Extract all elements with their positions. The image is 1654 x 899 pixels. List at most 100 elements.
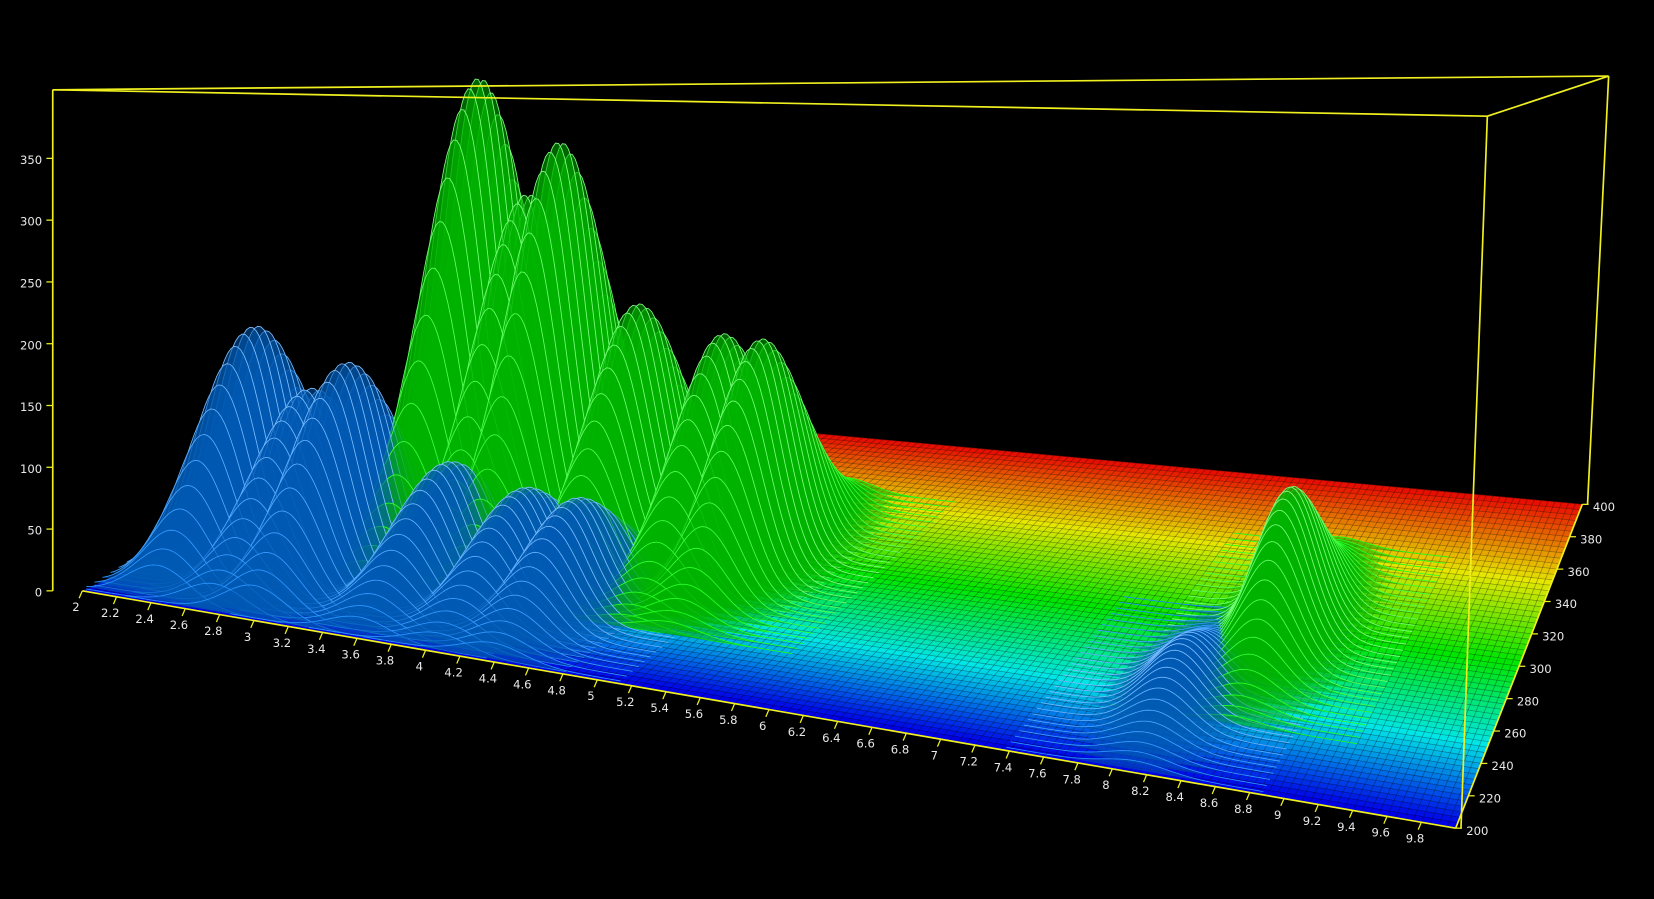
y-tick-label: 300 <box>20 215 42 229</box>
box-edge <box>1460 116 1489 829</box>
y-tick-label: 150 <box>20 400 42 414</box>
z-tick-label: 360 <box>1568 565 1590 579</box>
x-tick-label: 7.4 <box>994 760 1012 774</box>
z-tick-label: 260 <box>1504 727 1526 741</box>
x-tick-label: 4.4 <box>479 671 497 685</box>
x-tick <box>936 738 942 747</box>
plane-grid <box>845 459 1096 724</box>
plane-grid <box>983 469 1206 747</box>
plane-grid <box>948 466 1179 741</box>
plane-grid <box>828 457 1083 721</box>
x-tick-label: 8.2 <box>1131 784 1149 798</box>
x-tick <box>593 679 598 688</box>
plane-grid <box>940 466 1172 740</box>
x-tick-label: 3 <box>244 630 251 644</box>
plane-grid <box>1446 503 1576 827</box>
x-tick <box>1142 774 1148 783</box>
x-tick-label: 8.6 <box>1200 796 1218 810</box>
x-tick <box>971 744 976 753</box>
y-tick-label: 50 <box>27 524 42 538</box>
x-tick-label: 7.8 <box>1062 772 1080 786</box>
x-tick <box>1108 768 1113 777</box>
plane-grid <box>1051 474 1261 759</box>
plane-grid <box>1060 475 1268 761</box>
plane-grid <box>1000 470 1220 750</box>
y-tick-label: 200 <box>20 338 42 352</box>
x-tick-label: 4 <box>416 660 423 674</box>
x-tick <box>490 661 495 670</box>
z-tick-label: 340 <box>1555 597 1577 611</box>
plane-grid <box>837 458 1089 722</box>
plane-grid <box>991 469 1213 749</box>
x-tick <box>78 590 83 599</box>
peak-slice <box>1019 730 1274 774</box>
plane-grid <box>768 453 1035 710</box>
plane-grid <box>871 461 1117 728</box>
x-tick-label: 7.6 <box>1028 766 1046 780</box>
x-tick <box>1211 786 1216 795</box>
x-tick-label: 8.8 <box>1234 802 1252 816</box>
surface <box>86 78 1449 793</box>
x-tick <box>284 626 289 635</box>
x-tick <box>1348 810 1354 819</box>
x-tick <box>1039 756 1045 765</box>
x-tick-label: 9.4 <box>1337 820 1355 834</box>
z-tick-label: 380 <box>1580 532 1602 546</box>
x-tick <box>1074 762 1079 771</box>
x-tick <box>1177 780 1182 789</box>
x-tick-label: 4.6 <box>513 677 531 691</box>
x-tick-label: 2.8 <box>204 624 222 638</box>
plane-grid <box>888 462 1131 731</box>
plane-grid <box>820 457 1076 719</box>
x-tick <box>559 673 564 682</box>
x-tick-label: 6.8 <box>891 743 909 757</box>
plane-grid <box>1292 492 1453 801</box>
plane-grid <box>880 461 1124 730</box>
x-tick-label: 2 <box>72 600 79 614</box>
x-tick <box>456 655 461 664</box>
x-tick-label: 5.2 <box>616 695 634 709</box>
x-tick-label: 6.6 <box>856 737 874 751</box>
x-tick <box>353 638 358 646</box>
box-edge <box>52 75 1609 91</box>
box-edge <box>1487 75 1609 117</box>
z-tick-label: 240 <box>1492 759 1514 773</box>
plane-grid <box>1034 473 1247 756</box>
x-tick-label: 5 <box>587 689 594 703</box>
plane-grid <box>811 456 1069 718</box>
x-tick <box>1245 792 1251 801</box>
x-tick <box>318 632 324 641</box>
plane-grid <box>854 459 1103 725</box>
x-tick-label: 9.6 <box>1371 826 1389 840</box>
x-tick-label: 4.8 <box>547 683 565 697</box>
plane-grid <box>863 460 1110 727</box>
y-tick-label: 100 <box>20 462 42 476</box>
plane-grid <box>777 454 1041 712</box>
y-tick-label: 250 <box>20 277 42 291</box>
plane-grid <box>1395 499 1535 818</box>
x-tick-label: 6.2 <box>788 725 806 739</box>
plane-grid <box>1009 471 1227 752</box>
x-tick-label: 6.4 <box>822 731 840 745</box>
x-tick <box>765 709 770 718</box>
plane-grid <box>897 462 1137 733</box>
plane-grid <box>966 468 1192 744</box>
x-tick-label: 2.4 <box>135 612 153 626</box>
x-tick <box>1280 798 1285 807</box>
x-tick <box>215 614 221 623</box>
plane-grid <box>803 455 1062 716</box>
plane-grid <box>1412 501 1549 821</box>
plane-grid <box>785 454 1048 713</box>
z-tick-label: 300 <box>1530 662 1552 676</box>
x-tick <box>902 733 907 741</box>
x-tick-label: 9.2 <box>1303 814 1321 828</box>
plane-grid <box>760 452 1028 709</box>
box-edge <box>52 88 1488 118</box>
x-tick <box>1417 822 1422 830</box>
plane-grid <box>957 467 1185 743</box>
plane-grid <box>1026 472 1240 755</box>
plane-grid <box>700 448 980 698</box>
plane-grid <box>1438 502 1569 826</box>
